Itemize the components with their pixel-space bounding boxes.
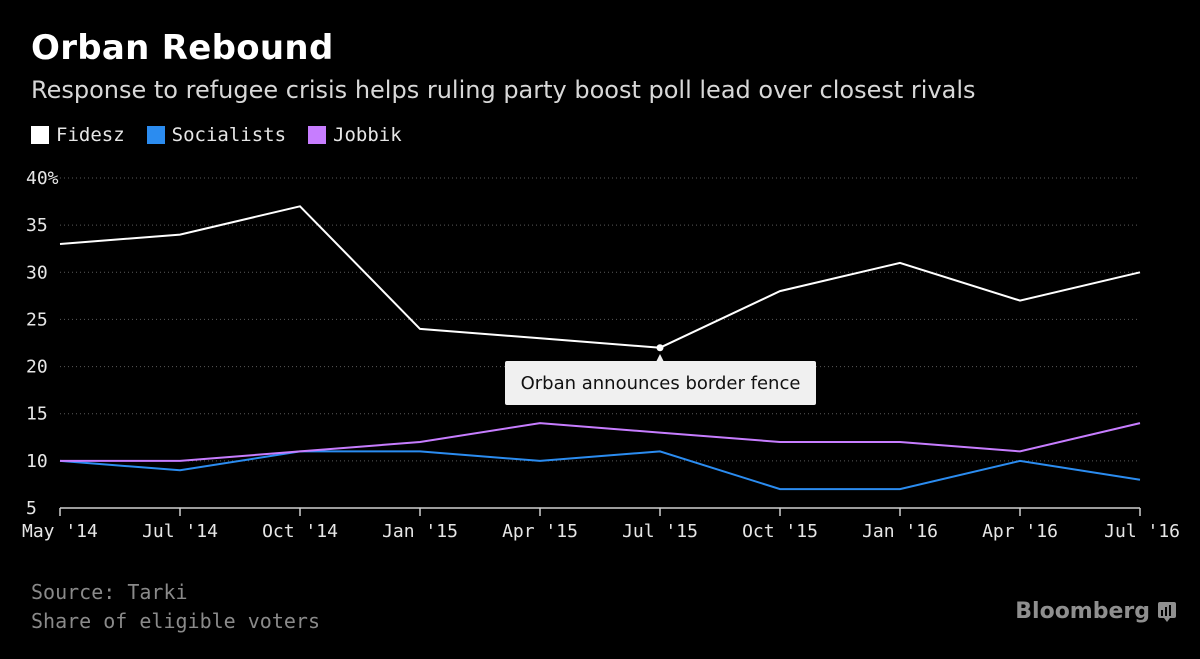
annotation-point — [656, 344, 664, 352]
legend-label-fidesz: Fidesz — [56, 124, 125, 146]
source-block: Source: Tarki Share of eligible voters — [31, 578, 320, 636]
chart-title: Orban Rebound — [31, 28, 334, 68]
y-tick-label: 30 — [26, 262, 48, 283]
source-text: Source: Tarki — [31, 580, 188, 604]
legend-item-jobbik: Jobbik — [308, 124, 402, 146]
legend-label-socialists: Socialists — [171, 124, 287, 146]
y-tick-label: 25 — [26, 309, 48, 330]
legend-swatch-jobbik — [308, 126, 327, 144]
x-tick-label: Jan '15 — [382, 521, 458, 542]
x-tick-label: Jul '15 — [622, 521, 698, 542]
y-tick-label: 35 — [26, 215, 48, 236]
x-tick-label: Jul '14 — [142, 521, 218, 542]
series-line-socialists — [59, 450, 1141, 491]
brand-logo: Bloomberg — [1015, 599, 1176, 624]
annotation-box: Orban announces border fence — [505, 361, 816, 405]
y-tick-label: 15 — [26, 404, 48, 425]
x-tick-label: May '14 — [22, 521, 98, 542]
legend-item-socialists: Socialists — [146, 124, 287, 146]
annotation-pointer — [656, 354, 664, 362]
x-tick-label: Apr '16 — [982, 521, 1058, 542]
series-line-fidesz — [59, 205, 1141, 349]
x-tick-label: Oct '15 — [742, 521, 818, 542]
legend-swatch-socialists — [146, 126, 165, 144]
brand-text: Bloomberg — [1015, 599, 1150, 624]
chart-subtitle: Response to refugee crisis helps ruling … — [31, 76, 976, 104]
series-line-jobbik — [60, 422, 1141, 462]
y-tick-label: 40% — [26, 168, 59, 189]
x-tick-label: Jul '16 — [1104, 521, 1180, 542]
x-tick-label: Oct '14 — [262, 521, 338, 542]
bloomberg-chart-icon — [1158, 601, 1176, 622]
x-tick-label: Jan '16 — [862, 521, 938, 542]
legend-label-jobbik: Jobbik — [333, 124, 402, 146]
legend: Fidesz Socialists Jobbik — [31, 124, 424, 146]
y-tick-label: 10 — [26, 451, 48, 472]
source-note: Share of eligible voters — [31, 609, 320, 633]
x-tick-label: Apr '15 — [502, 521, 578, 542]
y-tick-label: 20 — [26, 357, 48, 378]
y-tick-label: 5 — [26, 498, 37, 519]
legend-item-fidesz: Fidesz — [31, 124, 125, 146]
legend-swatch-fidesz — [31, 126, 49, 144]
